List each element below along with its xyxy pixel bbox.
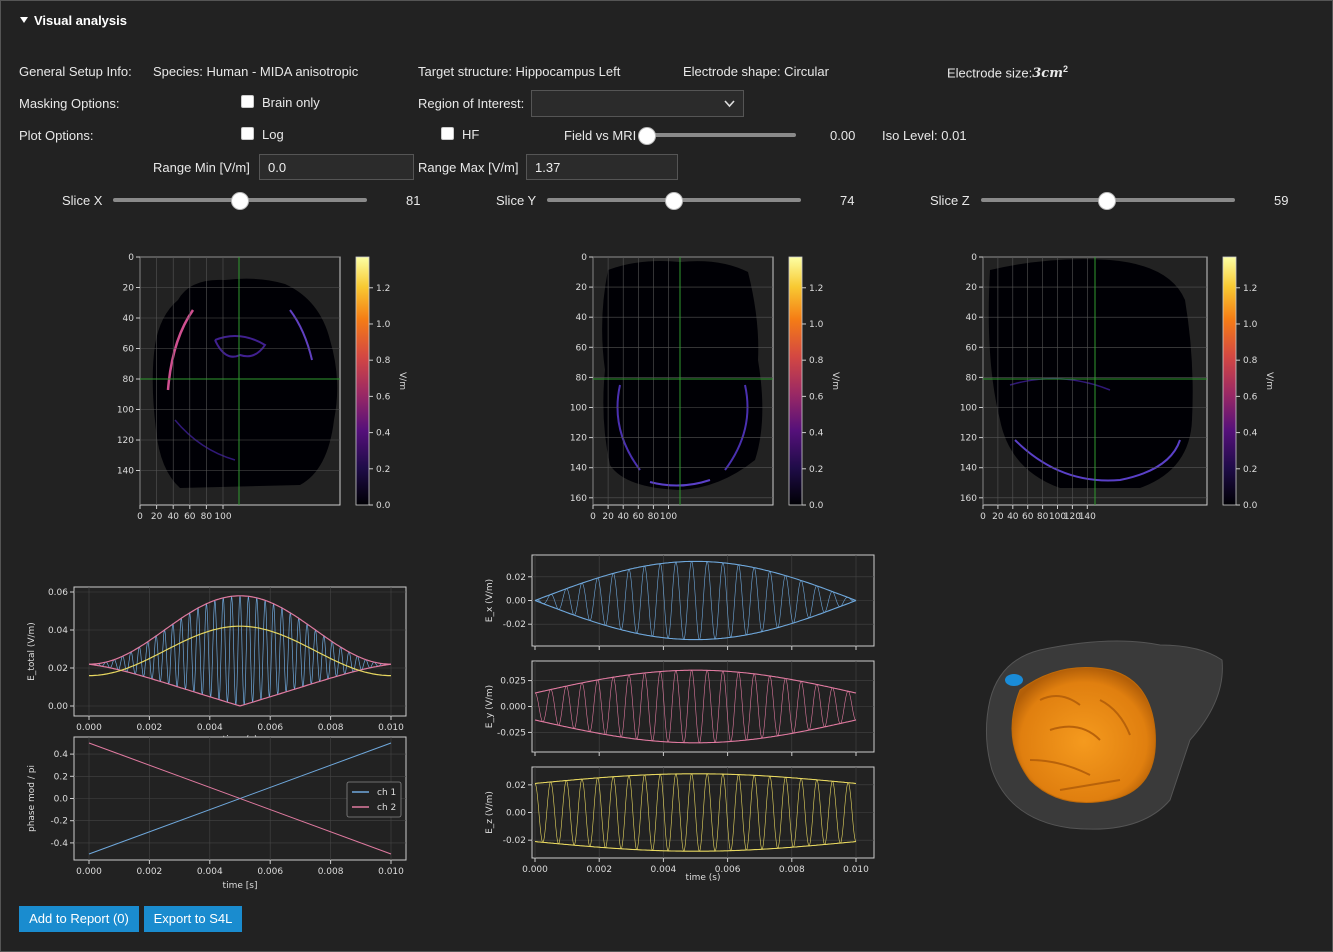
field-vs-mri-slider[interactable] bbox=[646, 133, 796, 137]
iso-level: Iso Level: 0.01 bbox=[882, 128, 967, 143]
log-label: Log bbox=[262, 127, 284, 142]
section-toggle[interactable]: Visual analysis bbox=[20, 13, 127, 28]
electrode-size-info: Electrode size:3cm2 bbox=[947, 64, 1068, 82]
target-info: Target structure: Hippocampus Left bbox=[418, 64, 621, 79]
field-vs-mri-knob[interactable] bbox=[638, 127, 656, 145]
roi-label: Region of Interest: bbox=[418, 96, 525, 111]
setup-label: General Setup Info: bbox=[19, 64, 132, 79]
range-max-label: Range Max [V/m] bbox=[418, 160, 519, 175]
brain-only-label: Brain only bbox=[262, 95, 320, 110]
slice-y-value: 74 bbox=[840, 193, 855, 208]
slice-y-label: Slice Y bbox=[496, 193, 537, 208]
add-to-report-button[interactable]: Add to Report (0) bbox=[19, 906, 139, 932]
electrode-shape-info: Electrode shape: Circular bbox=[683, 64, 829, 79]
slice-z-label: Slice Z bbox=[930, 193, 970, 208]
slice-x-label: Slice X bbox=[62, 193, 103, 208]
slice-x-knob[interactable] bbox=[231, 192, 249, 210]
slice-x-value: 81 bbox=[406, 193, 421, 208]
species-info: Species: Human - MIDA anisotropic bbox=[153, 64, 359, 79]
range-min-label: Range Min [V/m] bbox=[153, 160, 250, 175]
range-min-input[interactable] bbox=[259, 154, 414, 180]
section-title: Visual analysis bbox=[34, 13, 127, 28]
chevron-down-icon bbox=[724, 100, 735, 108]
range-max-input[interactable] bbox=[526, 154, 678, 180]
brain-only-option[interactable]: Brain only bbox=[241, 95, 320, 110]
hf-checkbox[interactable] bbox=[441, 127, 454, 140]
hf-option[interactable]: HF bbox=[441, 127, 479, 142]
log-checkbox[interactable] bbox=[241, 127, 254, 140]
roi-select[interactable] bbox=[531, 90, 744, 117]
log-option[interactable]: Log bbox=[241, 127, 284, 142]
plot-options-label: Plot Options: bbox=[19, 128, 94, 143]
hf-label: HF bbox=[462, 127, 480, 142]
slice-y-knob[interactable] bbox=[665, 192, 683, 210]
field-vs-mri-value: 0.00 bbox=[830, 128, 856, 143]
export-s4l-button[interactable]: Export to S4L bbox=[144, 906, 242, 932]
slice-z-value: 59 bbox=[1274, 193, 1289, 208]
slice-z-knob[interactable] bbox=[1098, 192, 1116, 210]
masking-label: Masking Options: bbox=[19, 96, 120, 111]
caret-down-icon bbox=[20, 17, 28, 23]
field-vs-mri-label: Field vs MRI bbox=[564, 128, 637, 143]
brain-only-checkbox[interactable] bbox=[241, 95, 254, 108]
